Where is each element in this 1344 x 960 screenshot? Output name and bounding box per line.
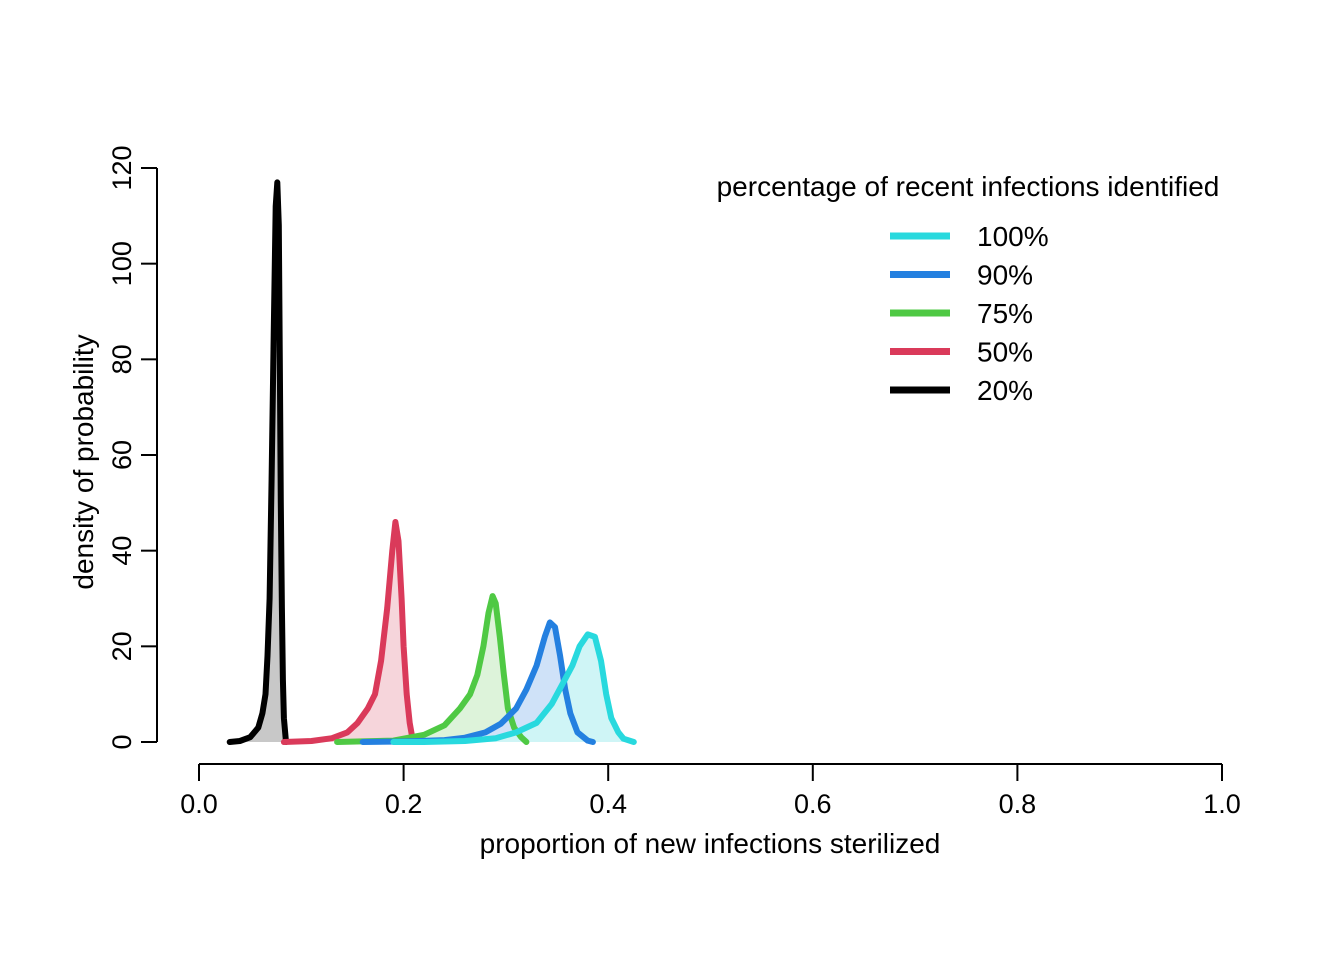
y-tick-label: 60 — [107, 440, 137, 470]
legend-label: 20% — [977, 375, 1033, 406]
legend-label: 75% — [977, 298, 1033, 329]
x-tick-label: 0.0 — [180, 789, 218, 819]
x-tick-label: 0.6 — [794, 789, 832, 819]
legend-label: 50% — [977, 337, 1033, 368]
legend-label: 100% — [977, 221, 1049, 252]
y-axis-title: density of probability — [68, 334, 99, 589]
x-axis: 0.0 0.2 0.4 0.6 0.8 1.0 — [180, 763, 1241, 819]
y-axis: 0 20 40 60 80 100 120 — [107, 145, 158, 750]
legend-label: 90% — [977, 260, 1033, 291]
y-tick-label: 80 — [107, 344, 137, 374]
x-tick-label: 1.0 — [1203, 789, 1241, 819]
density-curves — [226, 179, 637, 745]
y-tick-label: 0 — [107, 734, 137, 749]
y-tick-label: 20 — [107, 631, 137, 661]
legend-title: percentage of recent infections identifi… — [717, 171, 1220, 202]
y-tick-label: 120 — [107, 145, 137, 190]
density-area-50 — [283, 522, 414, 742]
y-tick-label: 100 — [107, 241, 137, 286]
density-area-90 — [362, 622, 593, 742]
x-tick-label: 0.4 — [589, 789, 627, 819]
density-line-50 — [280, 519, 417, 745]
density-area-75 — [337, 596, 527, 742]
density-line-100 — [390, 631, 637, 745]
density-line-20 — [226, 179, 289, 745]
y-tick-label: 40 — [107, 536, 137, 566]
x-tick-label: 0.8 — [999, 789, 1037, 819]
x-tick-label: 0.2 — [385, 789, 423, 819]
legend: percentage of recent infections identifi… — [717, 171, 1220, 406]
x-axis-title: proportion of new infections sterilized — [480, 828, 941, 859]
